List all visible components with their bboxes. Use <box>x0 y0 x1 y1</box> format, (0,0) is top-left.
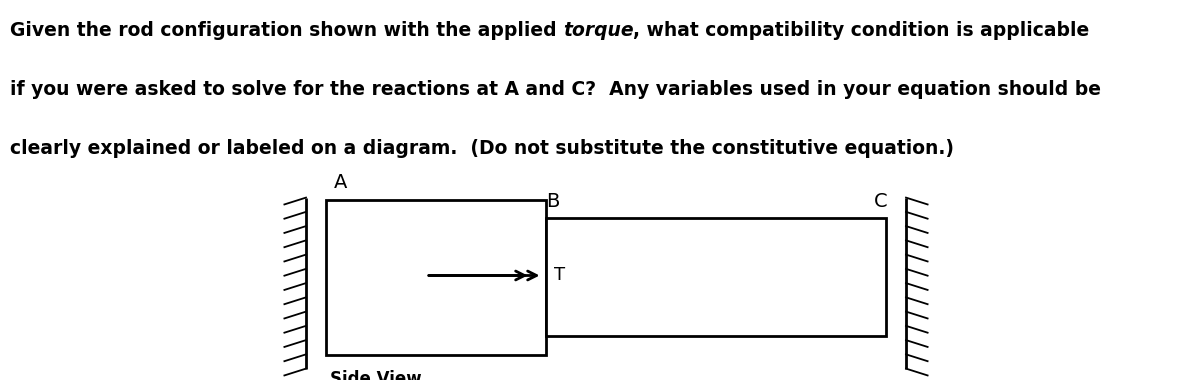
Text: torque: torque <box>563 21 634 40</box>
Text: C: C <box>874 192 887 211</box>
Text: T: T <box>554 266 565 285</box>
Text: A: A <box>334 173 347 192</box>
Bar <box>546 218 886 336</box>
Bar <box>326 200 546 355</box>
Text: if you were asked to solve for the reactions at A and C?  Any variables used in : if you were asked to solve for the react… <box>10 80 1100 99</box>
Text: Given the rod configuration shown with the applied: Given the rod configuration shown with t… <box>10 21 563 40</box>
Text: , what compatibility condition is applicable: , what compatibility condition is applic… <box>634 21 1090 40</box>
Text: Side View: Side View <box>330 370 421 380</box>
Text: clearly explained or labeled on a diagram.  (Do not substitute the constitutive : clearly explained or labeled on a diagra… <box>10 139 954 158</box>
Text: B: B <box>546 192 559 211</box>
